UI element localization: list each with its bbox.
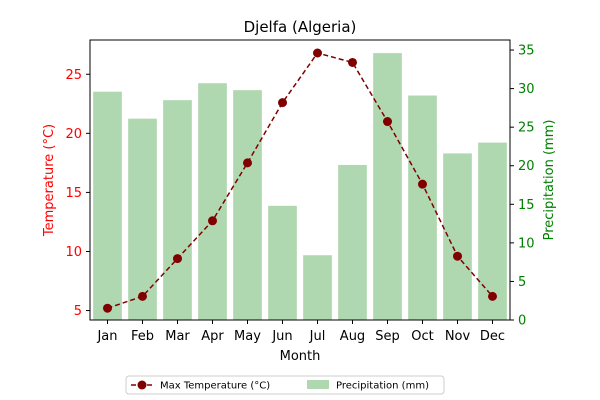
left-tick-label: 15 [65,186,82,201]
temperature-point [103,303,112,313]
temperature-line-layer [103,48,497,313]
bars-layer [93,53,507,321]
x-tick-label: Nov [445,329,471,344]
left-axis-label: Temperature (°C) [42,124,57,237]
chart-title: Djelfa (Algeria) [244,18,357,36]
x-tick-label: Feb [131,329,154,344]
legend: Max Temperature (°C) Precipitation (mm) [125,375,445,395]
legend-label-temperature: Max Temperature (°C) [160,381,270,392]
precipitation-bar [128,118,157,321]
temperature-point [138,291,147,301]
legend-line-marker [137,380,147,390]
temperature-point [383,117,392,127]
x-tick-label: Jun [271,329,292,344]
x-tick-label: Aug [340,329,365,344]
right-axis-ticks: 0 5 10 15 20 25 30 35 [510,44,535,329]
x-tick-label: Sep [375,329,400,344]
temperature-point [348,57,357,67]
right-tick-label: 25 [518,121,535,136]
temperature-point [418,179,427,189]
x-tick-label: Mar [165,329,190,344]
right-tick-label: 10 [518,236,535,251]
left-tick-label: 25 [65,68,82,83]
x-tick-label: Jul [309,329,326,344]
right-tick-label: 20 [518,159,535,174]
temperature-point [278,98,287,108]
temperature-point [453,251,462,261]
right-tick-label: 15 [518,198,535,213]
temperature-line [107,52,494,309]
precipitation-bar [93,91,122,321]
temperature-point [313,48,322,58]
legend-frame [125,375,445,395]
precipitation-bar [338,164,367,320]
precipitation-bar [373,53,402,321]
x-tick-label: May [234,329,261,344]
precipitation-bar [233,90,262,320]
x-tick-label: Oct [411,329,433,344]
precipitation-bar [268,205,297,320]
right-tick-label: 35 [518,44,535,59]
x-tick-label: Apr [201,329,224,344]
right-tick-label: 5 [518,275,526,290]
precipitation-bar [478,142,507,320]
left-tick-label: 10 [65,245,82,260]
precipitation-bar [408,95,437,320]
precipitation-bar [163,100,192,320]
right-tick-label: 30 [518,82,535,97]
plot-frame [89,39,511,321]
temperature-point [173,254,182,264]
legend-label-precipitation: Precipitation (mm) [336,381,429,392]
x-tick-label: Jan [96,329,117,344]
precipitation-bar [443,153,472,320]
left-axis-ticks: 5 10 15 20 25 [65,68,90,319]
x-tick-label: Dec [480,329,505,344]
precipitation-bar [198,83,227,320]
left-tick-label: 20 [65,127,82,142]
x-axis-ticks: Jan Feb Mar Apr May Jun Jul Aug Sep Oct Nov Dec [96,320,505,344]
temperature-point [243,158,252,168]
right-tick-label: 0 [518,314,526,329]
precipitation-bar [303,255,332,320]
x-axis-label: Month [280,349,321,364]
temperature-point [208,216,217,226]
legend-bar-swatch [307,380,329,389]
right-axis-label: Precipitation (mm) [542,120,557,241]
temperature-point [488,291,497,301]
left-tick-label: 5 [74,304,82,319]
